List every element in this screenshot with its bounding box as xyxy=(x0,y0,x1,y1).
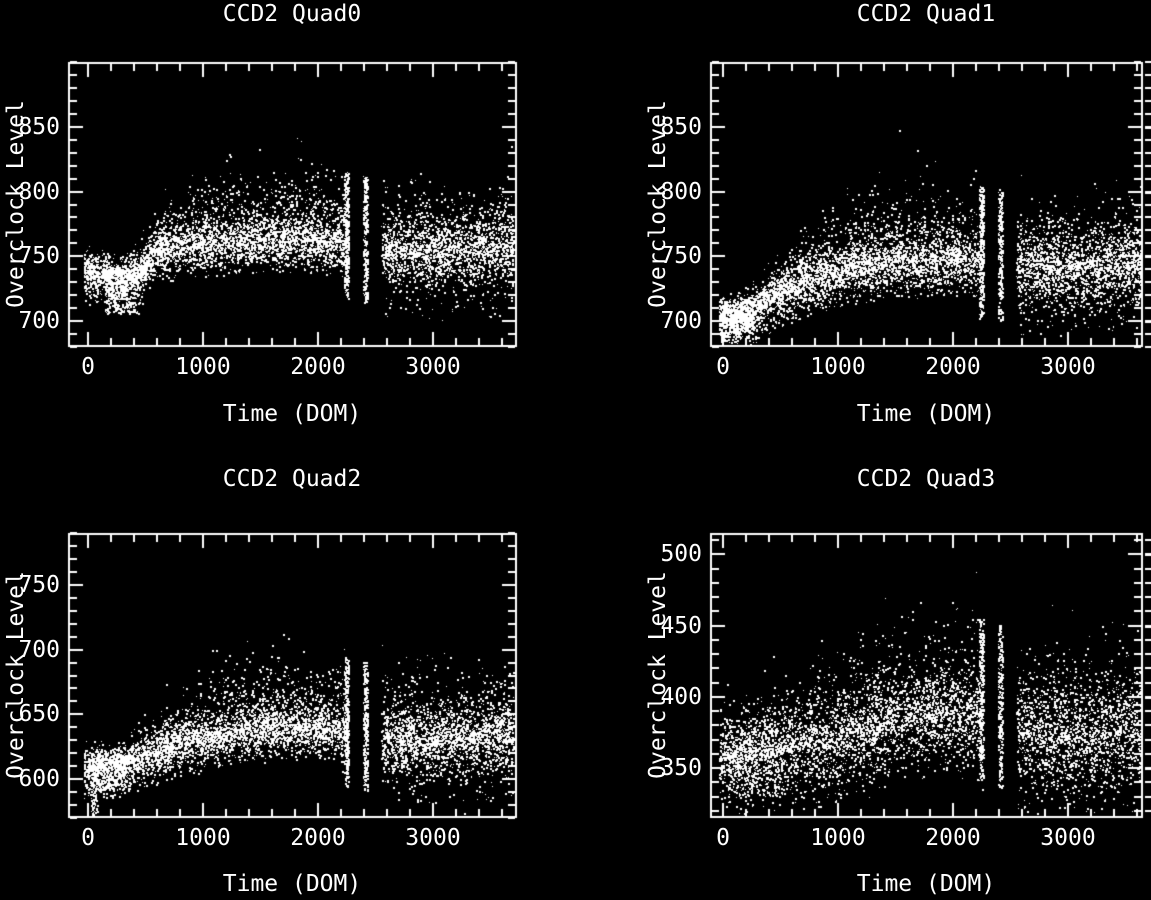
y-tick-label: 800 xyxy=(660,179,702,205)
x-tick-label: 2000 xyxy=(925,825,981,851)
x-tick-label: 2000 xyxy=(290,825,346,851)
x-axis-label: Time (DOM) xyxy=(222,401,362,427)
panel-quad0-title: CCD2 Quad0 xyxy=(222,1,362,27)
x-tick-label: 1000 xyxy=(175,354,231,380)
x-tick-label: 1000 xyxy=(175,825,231,851)
panel-quad2-title: CCD2 Quad2 xyxy=(222,466,362,492)
y-tick-label: 800 xyxy=(18,179,60,205)
x-tick-label: 3000 xyxy=(1040,354,1096,380)
y-tick-label: 450 xyxy=(660,613,702,639)
x-tick-label: 3000 xyxy=(1040,825,1096,851)
x-tick-label: 0 xyxy=(716,825,730,851)
y-tick-label: 400 xyxy=(660,684,702,710)
y-tick-label: 850 xyxy=(660,114,702,140)
y-tick-label: 750 xyxy=(660,243,702,269)
x-tick-label: 1000 xyxy=(810,825,866,851)
y-axis-label: Overclock Level xyxy=(3,571,29,779)
x-axis-label: Time (DOM) xyxy=(856,871,996,897)
panel-quad3-title: CCD2 Quad3 xyxy=(856,466,996,492)
y-tick-label: 500 xyxy=(660,541,702,567)
x-axis-label: Time (DOM) xyxy=(856,401,996,427)
y-tick-label: 750 xyxy=(18,572,60,598)
y-tick-label: 650 xyxy=(18,701,60,727)
y-tick-label: 700 xyxy=(660,308,702,334)
x-tick-label: 3000 xyxy=(405,354,461,380)
x-tick-label: 2000 xyxy=(290,354,346,380)
x-tick-label: 3000 xyxy=(405,825,461,851)
y-tick-label: 750 xyxy=(18,243,60,269)
x-tick-label: 0 xyxy=(81,825,95,851)
x-tick-label: 2000 xyxy=(925,354,981,380)
x-tick-label: 0 xyxy=(81,354,95,380)
y-tick-label: 700 xyxy=(18,637,60,663)
x-axis-label: Time (DOM) xyxy=(222,871,362,897)
x-tick-label: 1000 xyxy=(810,354,866,380)
y-tick-label: 850 xyxy=(18,114,60,140)
y-tick-label: 600 xyxy=(18,766,60,792)
y-tick-label: 350 xyxy=(660,755,702,781)
y-tick-label: 700 xyxy=(18,308,60,334)
x-tick-label: 0 xyxy=(716,354,730,380)
panel-quad1-title: CCD2 Quad1 xyxy=(856,1,996,27)
y-axis-label: Overclock Level xyxy=(645,571,671,779)
